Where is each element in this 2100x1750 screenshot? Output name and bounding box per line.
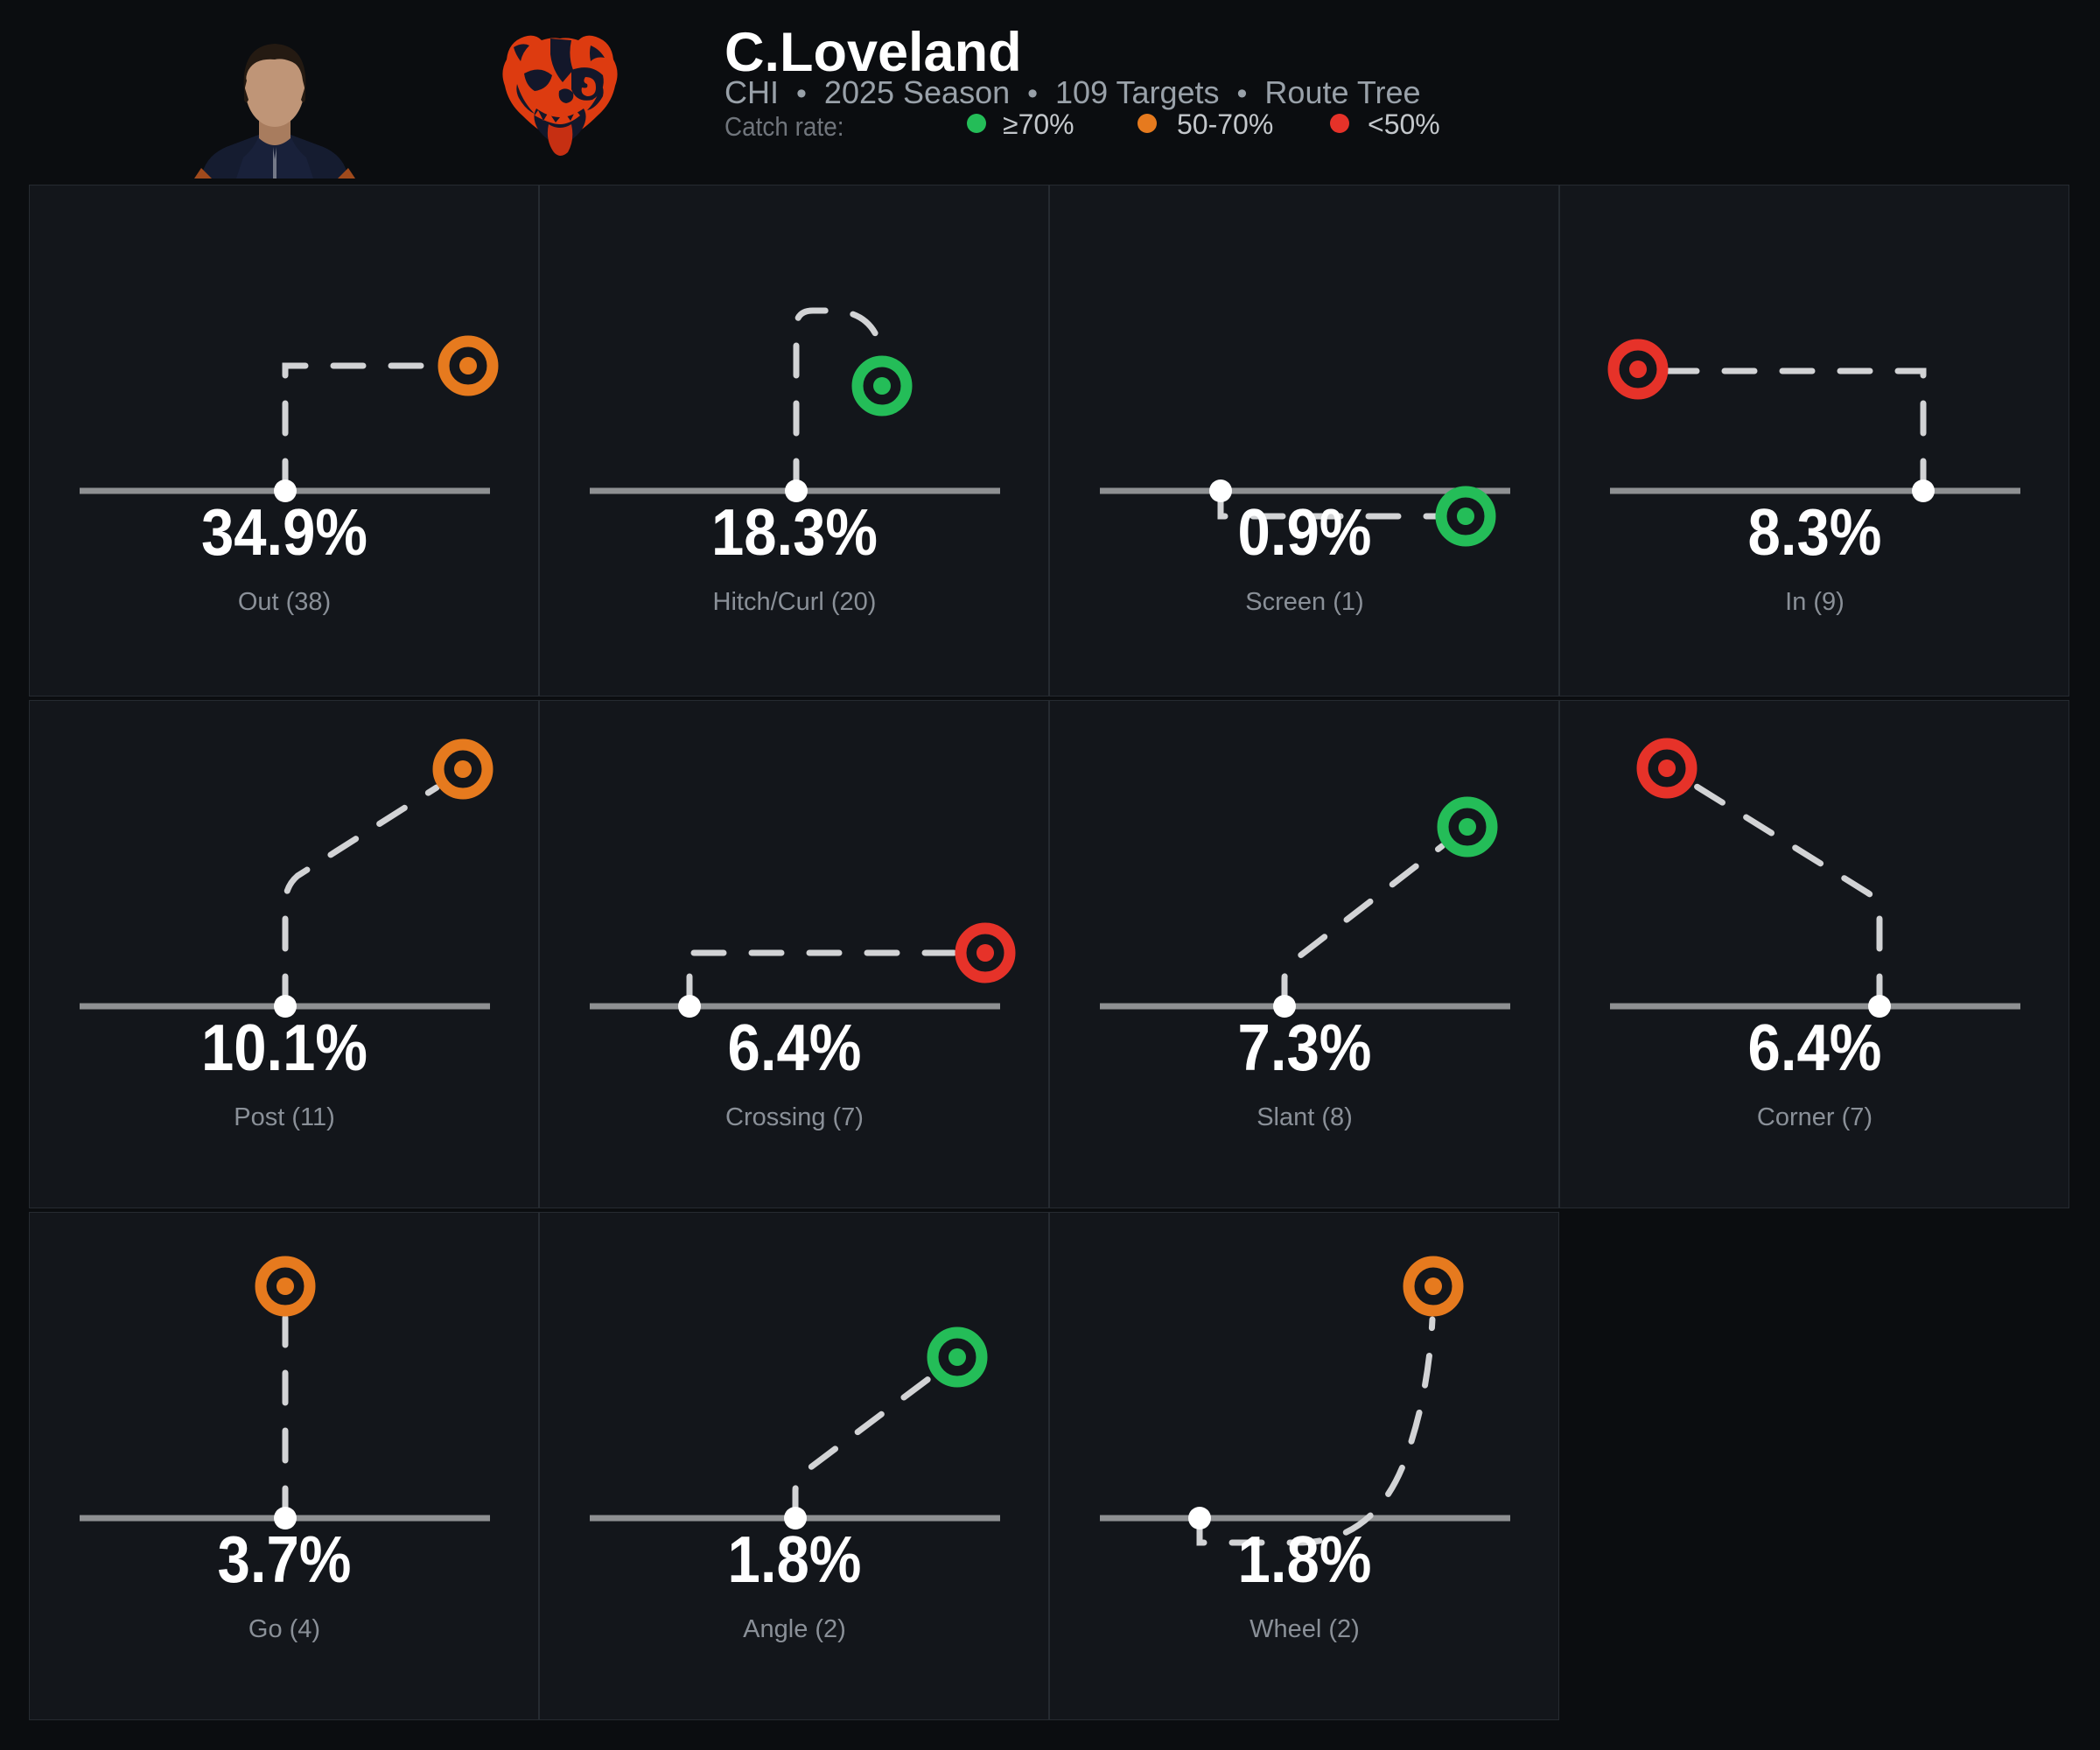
svg-text:7.3%: 7.3% (1238, 1011, 1372, 1084)
svg-text:34.9%: 34.9% (201, 495, 368, 569)
svg-text:6.4%: 6.4% (1748, 1011, 1882, 1084)
svg-text:Slant (8): Slant (8) (1256, 1103, 1353, 1131)
svg-text:8.3%: 8.3% (1748, 495, 1882, 569)
svg-text:Angle (2): Angle (2) (743, 1615, 846, 1643)
svg-text:6.4%: 6.4% (728, 1011, 862, 1084)
svg-text:Wheel (2): Wheel (2) (1250, 1615, 1360, 1643)
svg-text:Go (4): Go (4) (248, 1615, 320, 1643)
svg-text:1.8%: 1.8% (1238, 1522, 1372, 1596)
svg-text:10.1%: 10.1% (201, 1011, 368, 1084)
svg-text:Hitch/Curl (20): Hitch/Curl (20) (713, 588, 877, 616)
svg-text:Corner (7): Corner (7) (1757, 1103, 1872, 1131)
svg-text:Crossing (7): Crossing (7) (725, 1103, 864, 1131)
svg-text:1.8%: 1.8% (728, 1522, 862, 1596)
svg-text:Screen (1): Screen (1) (1245, 588, 1363, 616)
svg-text:3.7%: 3.7% (218, 1522, 352, 1596)
svg-text:Post (11): Post (11) (234, 1103, 335, 1131)
svg-text:0.9%: 0.9% (1238, 495, 1372, 569)
svg-text:Out (38): Out (38) (238, 588, 331, 616)
svg-text:18.3%: 18.3% (711, 495, 878, 569)
svg-text:In (9): In (9) (1785, 588, 1844, 616)
